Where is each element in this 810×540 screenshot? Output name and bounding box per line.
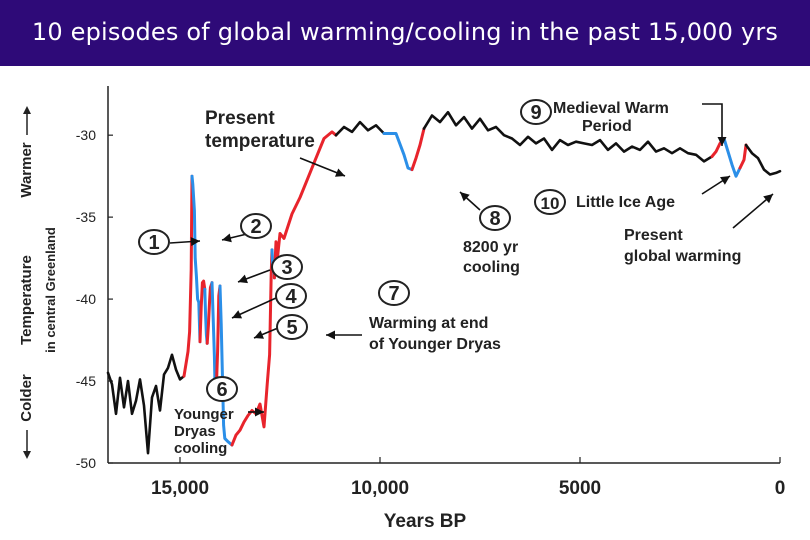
series-line-warming bbox=[738, 143, 748, 170]
x-tick-label: 5000 bbox=[559, 478, 601, 499]
annotation-arrow-head bbox=[326, 330, 335, 340]
episode-marker-circle bbox=[275, 283, 307, 309]
episode-marker-4: 4 bbox=[275, 283, 307, 309]
episode-marker-number: 2 bbox=[250, 216, 261, 238]
episode-marker-circle bbox=[534, 189, 566, 215]
page-title: 10 episodes of global warming/cooling in… bbox=[31, 18, 779, 46]
title-bar: 10 episodes of global warming/cooling in… bbox=[0, 0, 810, 66]
series-line-baseline bbox=[106, 353, 186, 455]
y-tick-label: -45 bbox=[76, 373, 96, 389]
episode-marker-3: 3 bbox=[271, 254, 303, 280]
colder-arrow-icon bbox=[23, 430, 31, 459]
annotation-arrow-head bbox=[232, 310, 243, 319]
x-axis-label: Years BP bbox=[384, 511, 467, 532]
axis-frame bbox=[107, 86, 780, 464]
younger-dryas-cooling-label-1: Younger bbox=[174, 406, 234, 423]
episode-marker-number: 3 bbox=[281, 257, 292, 279]
warmer-arrow-icon bbox=[23, 106, 31, 135]
series-line-warming bbox=[410, 127, 426, 172]
episode-marker-6: 6 bbox=[206, 376, 238, 402]
annotation-arrow bbox=[702, 103, 723, 146]
younger-dryas-cooling-label-3: cooling bbox=[174, 440, 227, 457]
cooling-8200-label-2: cooling bbox=[463, 259, 520, 276]
x-tick-label: 0 bbox=[775, 478, 786, 499]
episode-marker-circle bbox=[378, 280, 410, 306]
y-tick-label: -35 bbox=[76, 209, 96, 225]
series-line-cooling bbox=[218, 284, 234, 447]
x-tick-labels: 15,000 10,000 5000 0 bbox=[151, 457, 785, 499]
present-temperature-label-2: temperature bbox=[205, 131, 315, 152]
little-ice-age-label: Little Ice Age bbox=[576, 194, 675, 211]
series-line-warming bbox=[182, 174, 194, 378]
episode-marker-1: 1 bbox=[138, 229, 170, 255]
x-tick-label: 15,000 bbox=[151, 478, 209, 499]
temperature-chart: -30-35-40-45-50 15,000 10,000 5000 0 123456… bbox=[18, 86, 785, 532]
y-axis-label-greenland: in central Greenland bbox=[43, 227, 58, 353]
annotation-arrow-head bbox=[335, 168, 345, 177]
younger-dryas-warming-label-1: Warming at end bbox=[369, 315, 488, 332]
episode-marker-7: 7 bbox=[378, 280, 410, 306]
series-line-cooling bbox=[722, 137, 742, 178]
annotation-arrow-head bbox=[763, 194, 773, 204]
series-line-warming bbox=[272, 130, 338, 280]
annotation-arrow-head bbox=[238, 274, 248, 284]
y-tick-label: -40 bbox=[76, 291, 96, 307]
episode-marker-10: 10 bbox=[534, 189, 566, 215]
present-global-warming-label-2: global warming bbox=[624, 248, 741, 265]
episode-marker-number: 7 bbox=[388, 283, 399, 305]
present-global-warming-label-1: Present bbox=[624, 227, 683, 244]
annotation-arrow-head bbox=[190, 237, 200, 247]
annotation-arrow-head bbox=[254, 330, 264, 339]
annotation-arrow-head bbox=[717, 137, 727, 146]
series-line-warming bbox=[230, 248, 274, 447]
annotation-arrow-head bbox=[720, 176, 730, 185]
episode-marker-5: 5 bbox=[276, 314, 308, 340]
y-tick-label: -50 bbox=[76, 455, 96, 471]
episode-marker-number: 1 bbox=[148, 232, 159, 254]
episode-marker-9: 9 bbox=[520, 99, 552, 125]
series-line-cooling bbox=[382, 132, 414, 172]
episode-marker-number: 5 bbox=[286, 317, 297, 339]
episode-marker-2: 2 bbox=[240, 213, 272, 239]
medieval-warm-label-1: Medieval Warm bbox=[553, 100, 669, 117]
annotation-arrow-head bbox=[255, 407, 264, 417]
episode-marker-circle bbox=[276, 314, 308, 340]
annotation-arrow-head bbox=[460, 192, 470, 202]
y-axis-colder-label: Colder bbox=[18, 374, 35, 422]
episode-marker-number: 10 bbox=[541, 194, 560, 213]
series-line-cooling bbox=[190, 174, 202, 344]
y-axis-label-group: Temperature in central Greenland Warmer … bbox=[18, 106, 58, 459]
y-axis-label-temperature: Temperature bbox=[18, 255, 35, 345]
younger-dryas-cooling-label-2: Dryas bbox=[174, 423, 216, 440]
series-layer bbox=[106, 110, 782, 455]
episode-marker-number: 9 bbox=[530, 102, 541, 124]
medieval-warm-label-2: Period bbox=[582, 118, 632, 135]
annotation-arrow-head bbox=[222, 233, 232, 243]
cooling-8200-label-1: 8200 yr bbox=[463, 239, 518, 256]
present-temperature-label-1: Present bbox=[205, 108, 275, 129]
episode-marker-circle bbox=[138, 229, 170, 255]
episode-marker-circle bbox=[479, 205, 511, 231]
annotation-arrows bbox=[169, 103, 774, 417]
y-tick-label: -30 bbox=[76, 127, 96, 143]
series-line-baseline bbox=[334, 120, 386, 137]
episode-marker-number: 8 bbox=[489, 208, 500, 230]
series-line-baseline bbox=[744, 143, 782, 176]
y-tick-labels: -30 -35 -40 -45 -50 bbox=[76, 127, 113, 471]
episode-marker-circle bbox=[520, 99, 552, 125]
episode-marker-number: 6 bbox=[216, 379, 227, 401]
series-line-baseline bbox=[422, 110, 714, 163]
younger-dryas-warming-label-2: of Younger Dryas bbox=[369, 336, 501, 353]
y-axis-warmer-label: Warmer bbox=[18, 142, 35, 197]
episode-marker-circle bbox=[206, 376, 238, 402]
episode-marker-circle bbox=[240, 213, 272, 239]
episode-marker-circle bbox=[271, 254, 303, 280]
episode-marker-8: 8 bbox=[479, 205, 511, 231]
series-line-warming bbox=[198, 279, 207, 344]
episode-marker-number: 4 bbox=[285, 286, 297, 308]
x-tick-label: 10,000 bbox=[351, 478, 409, 499]
